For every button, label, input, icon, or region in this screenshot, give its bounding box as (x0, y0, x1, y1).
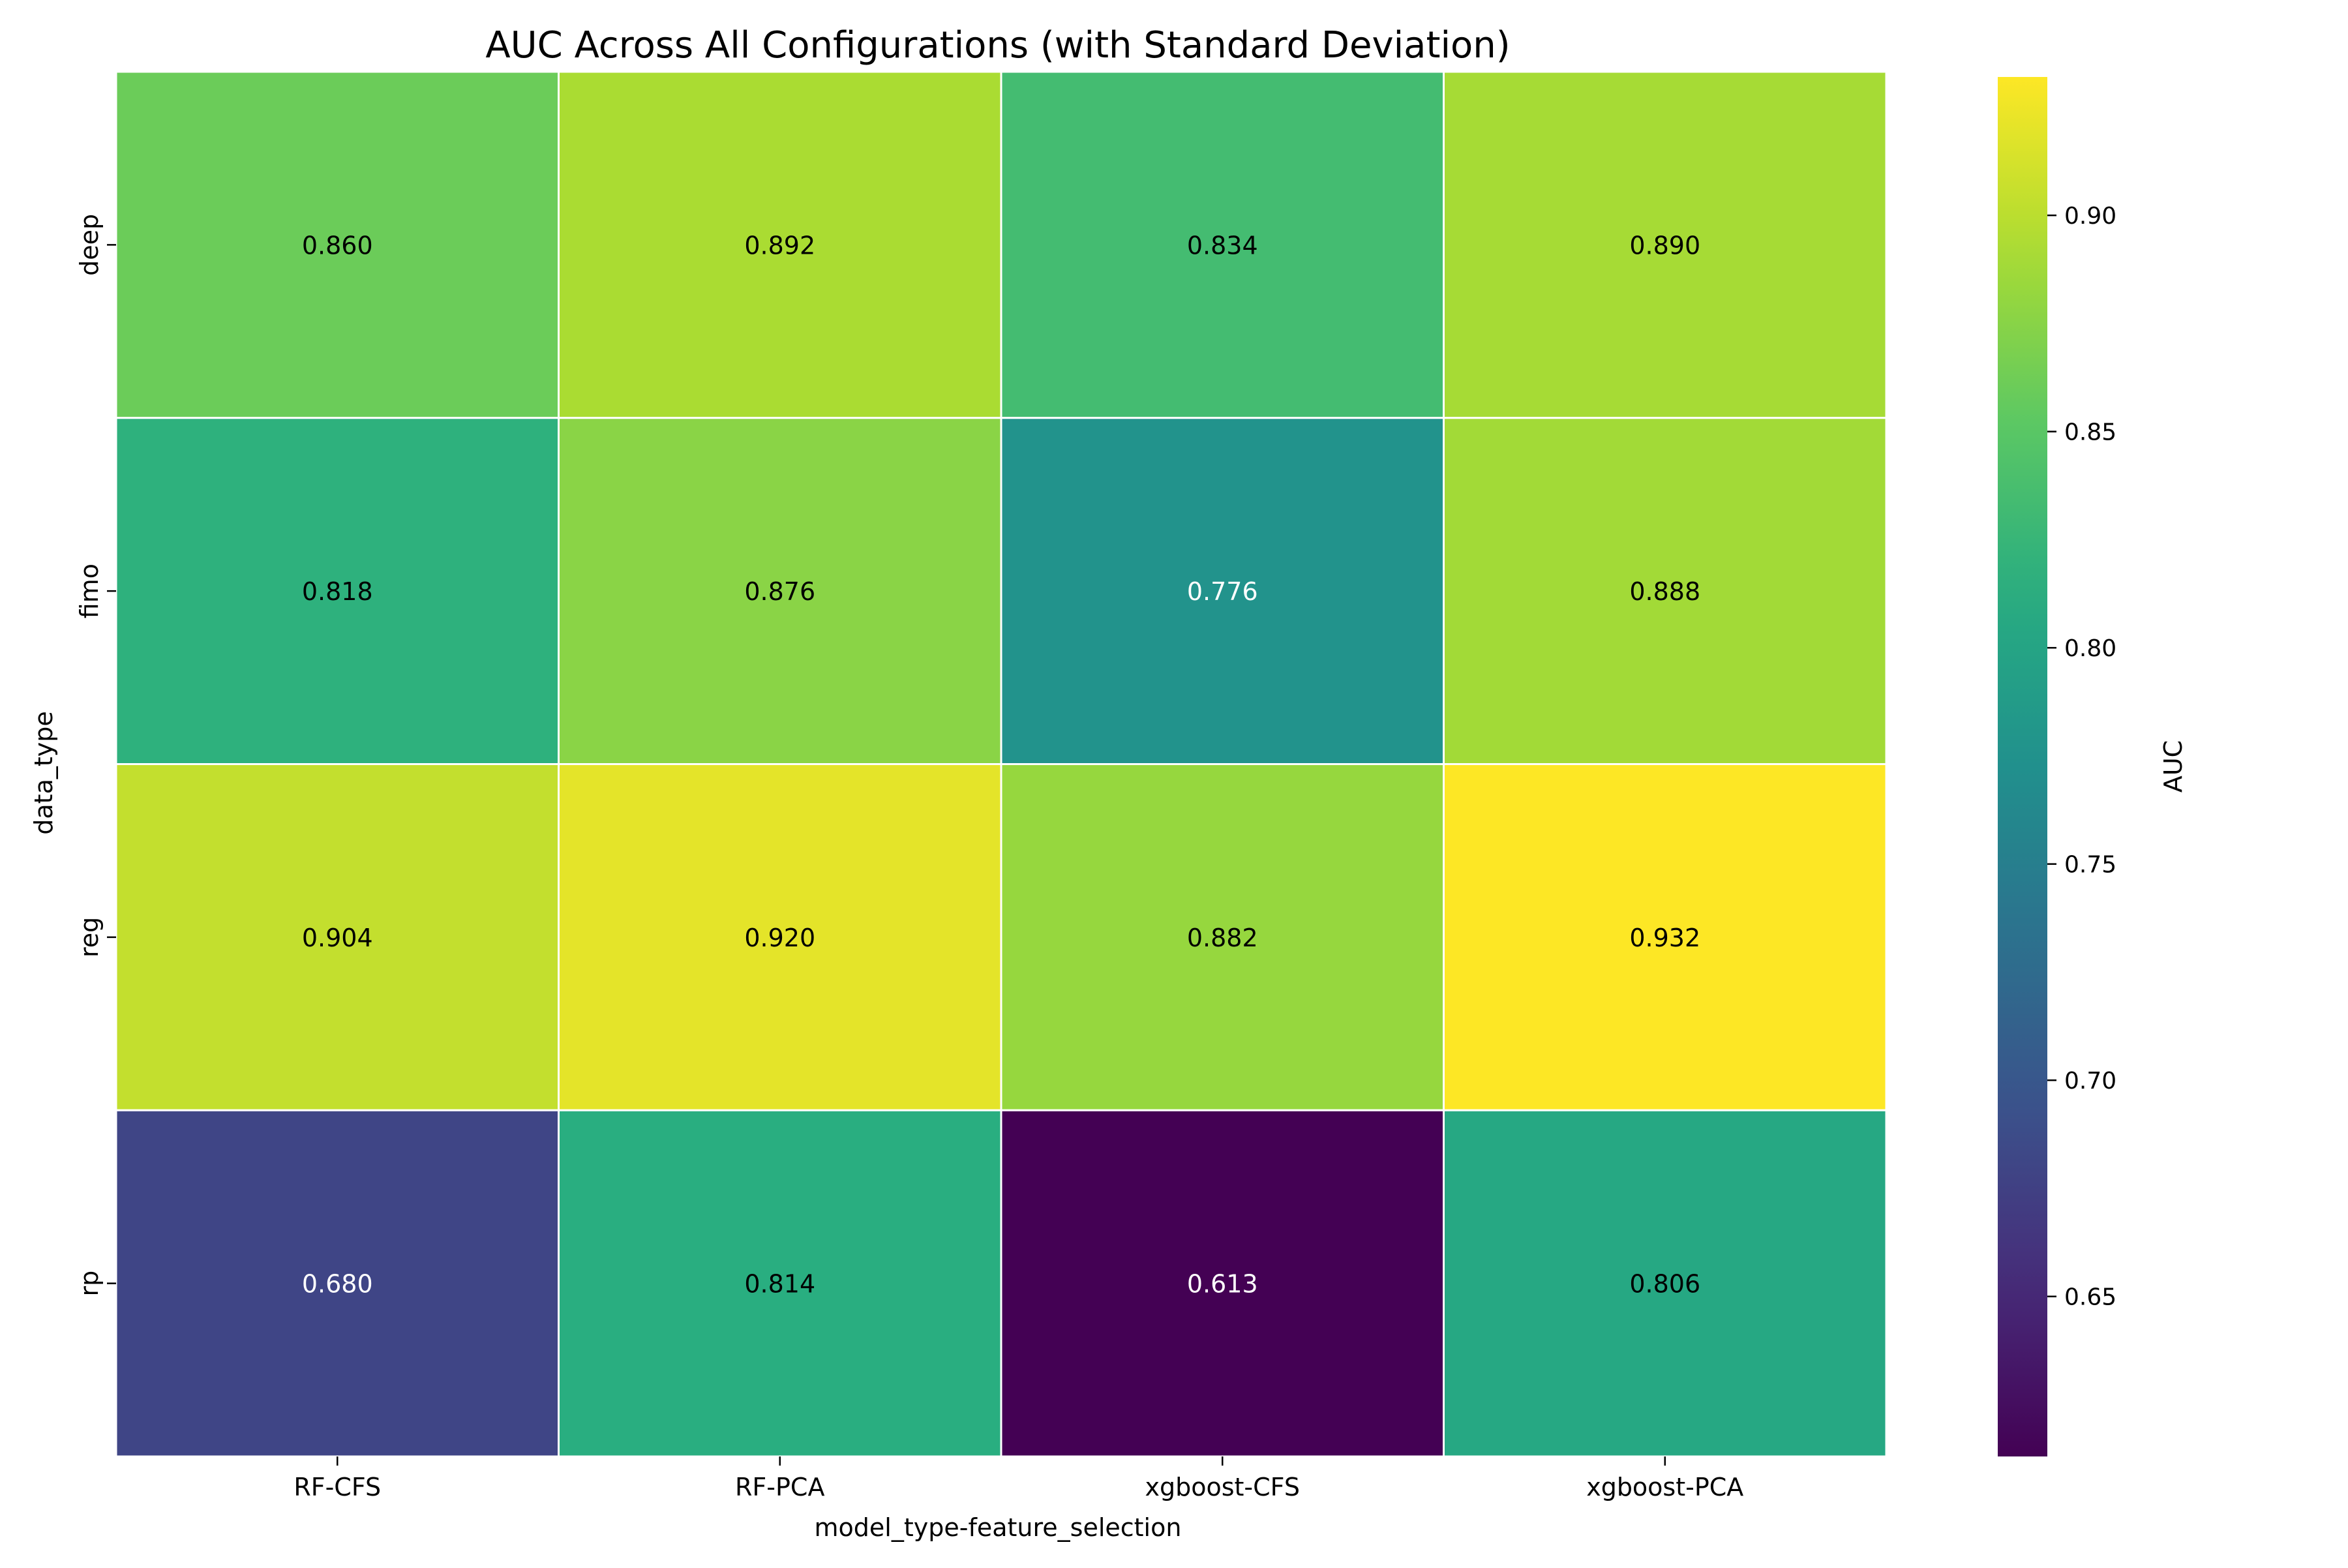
x-tick-label: RF-CFS (294, 1473, 381, 1501)
cell-value-label: 0.888 (1629, 577, 1700, 606)
y-tick-label: rp (75, 1271, 104, 1297)
x-tick-label: xgboost-PCA (1586, 1473, 1743, 1501)
cell-value-label: 0.876 (744, 577, 815, 606)
heatmap-cell (558, 763, 1002, 1111)
cell-value-label: 0.920 (744, 924, 815, 952)
heatmap-cell (1443, 763, 1888, 1111)
heatmap-cell (115, 70, 560, 419)
cell-value-label: 0.892 (744, 231, 815, 260)
cell-value-label: 0.904 (302, 924, 373, 952)
heatmap-cell (115, 417, 560, 765)
colorbar-tick-label: 0.70 (2064, 1068, 2116, 1094)
colorbar-tick-label: 0.90 (2064, 203, 2116, 230)
colorbar-tick-label: 0.80 (2064, 635, 2116, 662)
colorbar-tick-label: 0.85 (2064, 419, 2116, 446)
colorbar-tick-label: 0.75 (2064, 852, 2116, 879)
cell-value-label: 0.806 (1629, 1270, 1700, 1299)
chart-title: AUC Across All Configurations (with Stan… (485, 24, 1510, 67)
heatmap-cell (1443, 70, 1888, 419)
colorbar: 0.65 0.70 0.75 0.80 0.85 0.90 (1998, 77, 2116, 1456)
heatmap-cell (1443, 417, 1888, 765)
x-axis-label: model_type-feature_selection (815, 1513, 1182, 1542)
x-tick-label: RF-PCA (735, 1473, 824, 1501)
cell-value-label: 0.814 (744, 1270, 815, 1299)
heatmap-cell (1000, 1109, 1445, 1458)
colorbar-label: AUC (2159, 740, 2188, 792)
heatmap-cell (1000, 417, 1445, 765)
heatmap-cell (115, 1109, 560, 1458)
y-tick-label: reg (75, 917, 104, 957)
heatmap-cell (1443, 1109, 1888, 1458)
cell-value-label: 0.776 (1187, 577, 1258, 606)
cell-value-label: 0.890 (1629, 231, 1700, 260)
heatmap-cell (558, 1109, 1002, 1458)
y-axis-label: data_type (29, 711, 58, 834)
y-tick-label: deep (75, 214, 104, 276)
colorbar-tick-label: 0.65 (2064, 1284, 2116, 1311)
heatmap-cell (1000, 70, 1445, 419)
cell-value-label: 0.818 (302, 577, 373, 606)
heatmap-cell (558, 417, 1002, 765)
cell-value-label: 0.882 (1187, 924, 1258, 952)
cell-value-label: 0.932 (1629, 924, 1700, 952)
heatmap-axes: RF-CFS RF-PCA xgboost-CFS xgboost-PCA deep fi… (75, 214, 1743, 1501)
heatmap-cells: 0.860 0.892 0.834 0.890 0.818 0.876 0.776 0.888… (115, 70, 1888, 1458)
colorbar-gradient (1998, 77, 2047, 1456)
heatmap-cell (558, 70, 1002, 419)
x-tick-label: xgboost-CFS (1145, 1473, 1300, 1501)
y-tick-label: fimo (75, 564, 104, 618)
cell-value-label: 0.860 (302, 231, 373, 260)
cell-value-label: 0.613 (1187, 1270, 1258, 1299)
cell-value-label: 0.834 (1187, 231, 1258, 260)
cell-value-label: 0.680 (302, 1270, 373, 1299)
